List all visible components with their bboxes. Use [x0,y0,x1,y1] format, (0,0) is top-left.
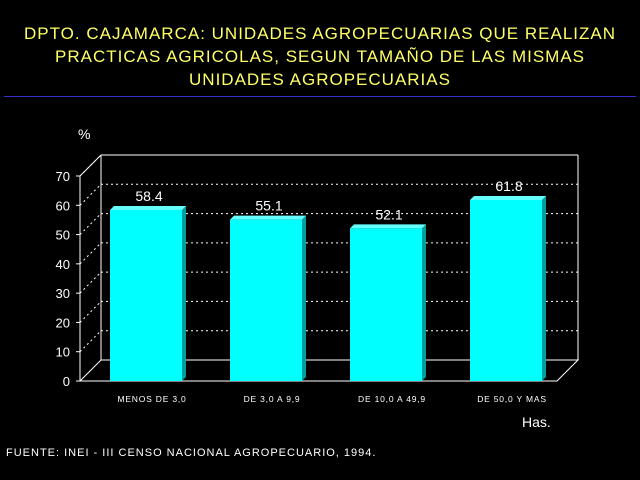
data-label: 52.1 [375,206,402,222]
title-line-3: UNIDADES AGROPECUARIAS [189,70,451,89]
gridline-depth [79,242,102,265]
y-tick-label: 10 [56,345,70,360]
bar-side [422,224,426,381]
y-tick-label: 30 [56,286,70,301]
bar [470,200,542,381]
gridline-depth [79,330,102,353]
bar-top [350,224,426,229]
y-tick-label: 50 [56,228,70,243]
title-line-2: PRACTICAS AGRICOLAS, SEGUN TAMAÑO DE LAS… [54,47,586,66]
x-category-label: DE 3,0 A 9,9 [244,394,301,404]
x-category-label: DE 10,0 A 49,9 [358,394,426,404]
x-category-label: DE 50,0 Y MAS [477,394,547,404]
gridline-depth [79,183,102,206]
title-divider [4,96,636,97]
bar [230,219,302,381]
data-label: 55.1 [255,198,282,214]
bar-top [470,196,546,201]
source-note: FUENTE: INEI - III CENSO NACIONAL AGROPE… [6,447,377,459]
bar-top [230,215,306,220]
bar [350,228,422,381]
y-tick-label: 70 [56,169,70,184]
y-axis-top-depth [79,154,102,177]
gridline-depth [79,213,102,235]
gridline-depth [79,271,102,294]
x-axis-unit-label: Has. [522,414,551,430]
y-tick-label: 0 [63,374,70,389]
bar-side [182,205,186,381]
title-line-1: DPTO. CAJAMARCA: UNIDADES AGROPECUARIAS … [23,24,616,43]
bar-side [542,196,546,381]
bar [110,209,182,381]
data-label: 61.8 [495,178,522,194]
y-axis-unit-label: % [78,126,91,142]
y-tick-label: 20 [56,315,70,330]
y-tick-label: 60 [56,198,70,213]
x-category-label: MENOS DE 3,0 [117,394,186,404]
y-tick-label: 40 [56,257,70,272]
gridline-depth [79,301,102,323]
chart-title: DPTO. CAJAMARCA: UNIDADES AGROPECUARIAS … [0,22,640,91]
bar-side [302,215,306,381]
bar-top [110,205,186,210]
data-label: 58.4 [135,188,162,204]
